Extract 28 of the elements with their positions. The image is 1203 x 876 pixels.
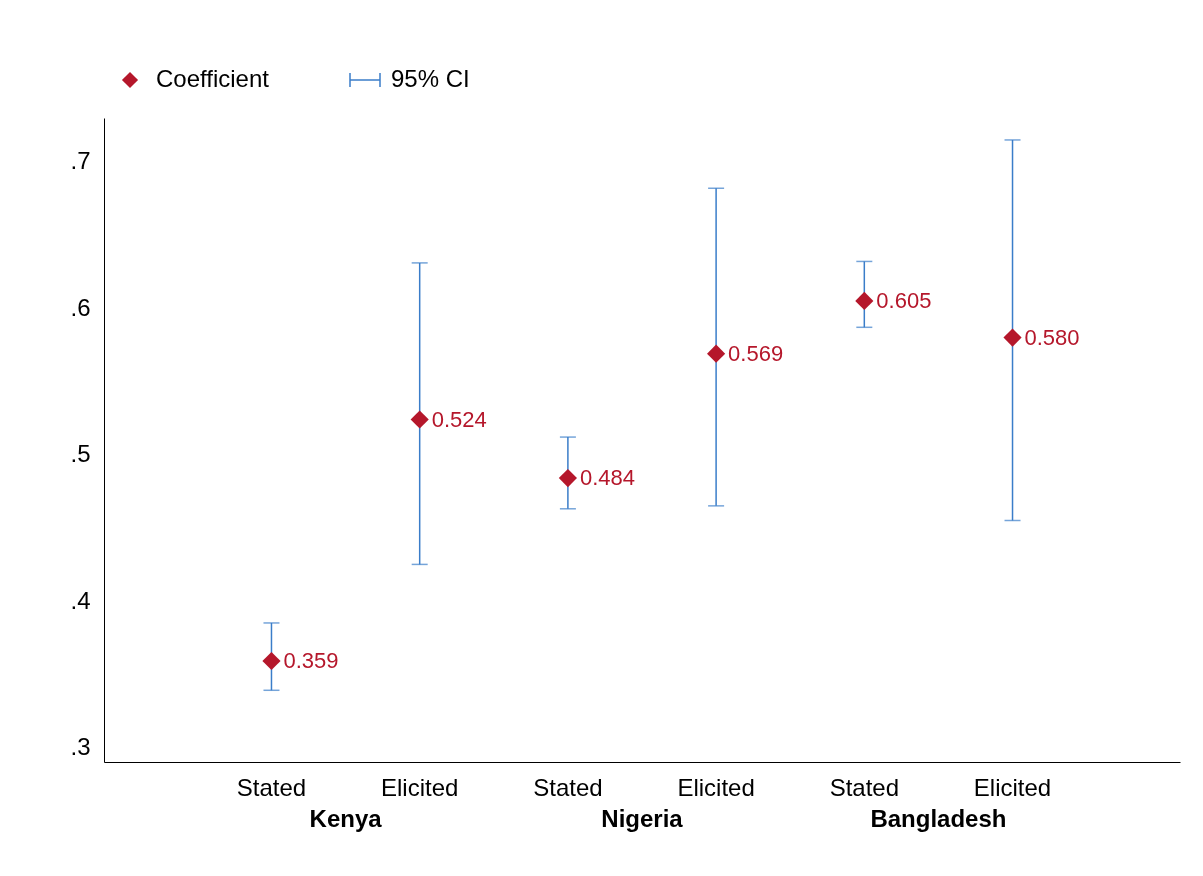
x-tick-label: Stated — [533, 773, 603, 801]
point — [1003, 328, 1022, 347]
point — [707, 344, 726, 363]
legend-label: Coefficient — [156, 65, 270, 92]
text: 95% CI — [391, 65, 470, 92]
x-tick-label: Elicited — [381, 773, 459, 801]
text: Kenya — [309, 805, 383, 832]
data-label: 0.484 — [579, 465, 635, 491]
data-label: 0.569 — [728, 340, 784, 366]
point — [262, 651, 281, 671]
x-tick-label: Stated — [829, 773, 900, 801]
text: Bangladesh — [870, 805, 1007, 832]
text: Nigeria — [601, 805, 684, 832]
data-label: 0.359 — [283, 648, 339, 674]
point — [410, 410, 429, 429]
y-tick-label: .5 — [70, 440, 91, 468]
x-tick-label: Stated — [236, 773, 307, 801]
x-tick-label: Elicited — [973, 773, 1052, 801]
point — [855, 291, 874, 311]
y-tick-label: .4 — [70, 586, 91, 614]
data-label: 0.605 — [876, 287, 932, 313]
point — [558, 468, 577, 488]
y-tick-label: .7 — [70, 147, 91, 175]
data-label: 0.580 — [1024, 324, 1080, 350]
data-label: 0.524 — [431, 406, 487, 432]
y-tick-label: .6 — [70, 293, 91, 321]
x-tick-label: Elicited — [677, 773, 755, 801]
y-tick-label: .3 — [70, 732, 91, 760]
